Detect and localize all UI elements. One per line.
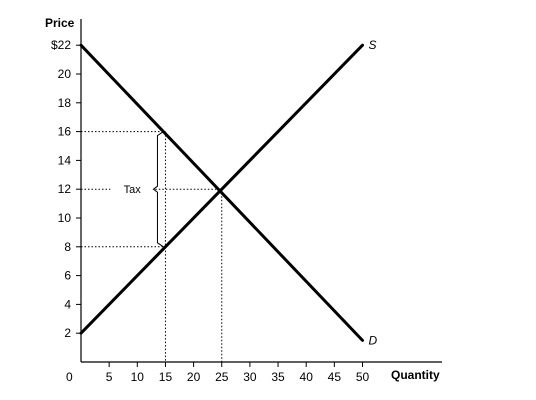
- y-tick-label-2: 2: [64, 326, 71, 340]
- series-d-label: D: [369, 333, 378, 347]
- series-d-line: [79, 43, 364, 342]
- y-axis-title: Price: [45, 16, 75, 30]
- curves: [79, 43, 364, 342]
- y-tick-label-20: 20: [58, 67, 72, 81]
- series-s-label: S: [369, 38, 377, 52]
- y-tick-label-18: 18: [58, 96, 72, 110]
- tax-label: Tax: [124, 184, 142, 196]
- ticks: 2 4 6 8 10 12 14 16 18 20 $22 5 10 15 20 25 30 35 40 45 50: [51, 38, 370, 384]
- y-tick-label-16: 16: [58, 125, 72, 139]
- x-tick-label-50: 50: [356, 370, 370, 384]
- origin-label: 0: [66, 370, 73, 384]
- labels: Price Quantity 0 Tax S D: [45, 16, 440, 384]
- y-tick-label-4: 4: [64, 297, 71, 311]
- series-s-line: [79, 43, 364, 335]
- y-tick-label-12: 12: [58, 182, 72, 196]
- x-tick-label-45: 45: [328, 370, 342, 384]
- x-tick-label-15: 15: [159, 370, 173, 384]
- y-tick-label-6: 6: [64, 269, 71, 283]
- x-tick-label-25: 25: [215, 370, 229, 384]
- y-tick-label-8: 8: [64, 240, 71, 254]
- tax-bracket: [152, 131, 164, 248]
- y-tick-label-14: 14: [58, 153, 72, 167]
- y-tick-label-10: 10: [58, 211, 72, 225]
- x-tick-label-30: 30: [243, 370, 257, 384]
- x-tick-label-10: 10: [131, 370, 145, 384]
- x-axis-title: Quantity: [391, 368, 440, 382]
- guide-lines: [81, 131, 223, 362]
- x-tick-label-35: 35: [271, 370, 285, 384]
- x-tick-label-40: 40: [300, 370, 314, 384]
- x-tick-label-5: 5: [106, 370, 113, 384]
- x-tick-label-20: 20: [187, 370, 201, 384]
- y-tick-label-22: $22: [51, 38, 71, 52]
